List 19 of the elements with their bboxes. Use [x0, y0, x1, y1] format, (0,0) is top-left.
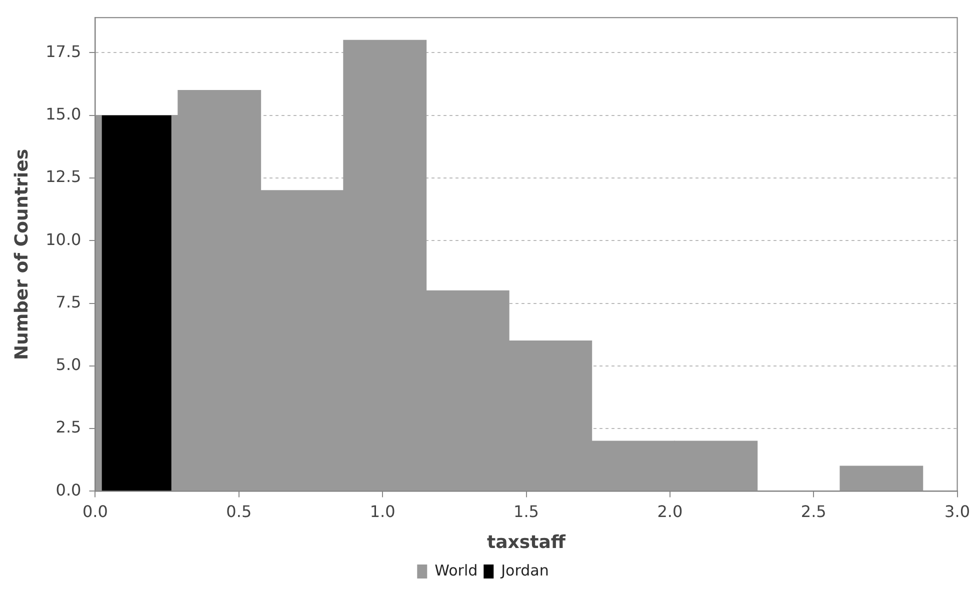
- y-tick-label: 10.0: [46, 230, 82, 249]
- y-tick-label: 2.5: [56, 418, 82, 437]
- legend-label: Jordan: [500, 561, 549, 580]
- y-tick-label: 5.0: [56, 355, 82, 374]
- x-tick-label: 2.0: [657, 502, 683, 521]
- x-tick-label: 3.0: [944, 502, 970, 521]
- x-tick-label: 0.0: [82, 502, 108, 521]
- y-tick-label: 12.5: [46, 167, 82, 186]
- y-tick-label: 17.5: [46, 42, 82, 61]
- legend-label: World: [434, 561, 478, 580]
- y-tick-label: 7.5: [56, 292, 82, 312]
- x-axis-title: taxstaff: [487, 532, 566, 553]
- y-tick-label: 0.0: [56, 480, 82, 500]
- y-tick-label: 15.0: [46, 104, 82, 124]
- x-tick-label: 0.5: [226, 502, 252, 521]
- y-axis-title: Number of Countries: [11, 148, 32, 360]
- x-tick-label: 1.0: [370, 502, 396, 521]
- x-tick-label: 2.5: [800, 502, 826, 521]
- x-tick-label: 1.5: [514, 502, 539, 521]
